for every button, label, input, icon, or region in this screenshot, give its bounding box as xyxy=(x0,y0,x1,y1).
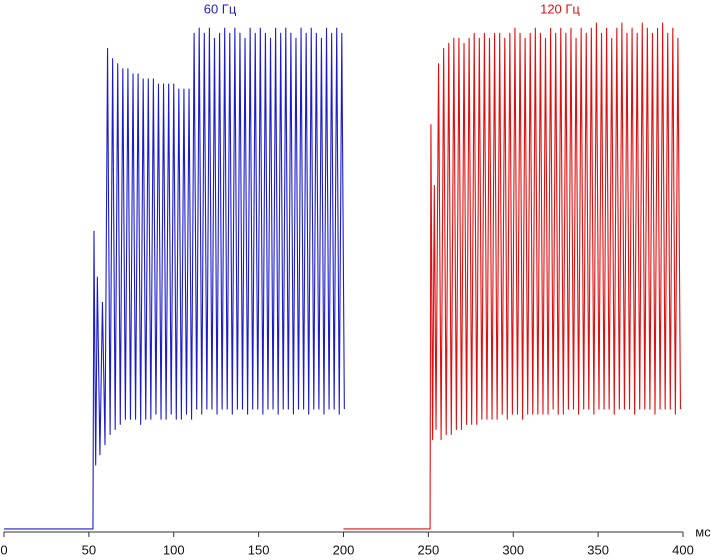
x-tick-label: 100 xyxy=(163,542,185,557)
x-tick-label: 300 xyxy=(502,542,524,557)
x-tick-label: 50 xyxy=(82,542,96,557)
x-axis-label: мс xyxy=(695,524,711,539)
x-tick-label: 200 xyxy=(333,542,355,557)
x-tick-label: 350 xyxy=(587,542,609,557)
x-tick-label: 250 xyxy=(418,542,440,557)
series-line xyxy=(343,22,681,530)
series-label: 120 Гц xyxy=(540,1,580,16)
x-tick-label: 0 xyxy=(0,542,7,557)
x-tick-label: 400 xyxy=(672,542,694,557)
series-line xyxy=(4,27,345,530)
x-tick-label: 150 xyxy=(248,542,270,557)
series-label: 60 Гц xyxy=(204,1,237,16)
